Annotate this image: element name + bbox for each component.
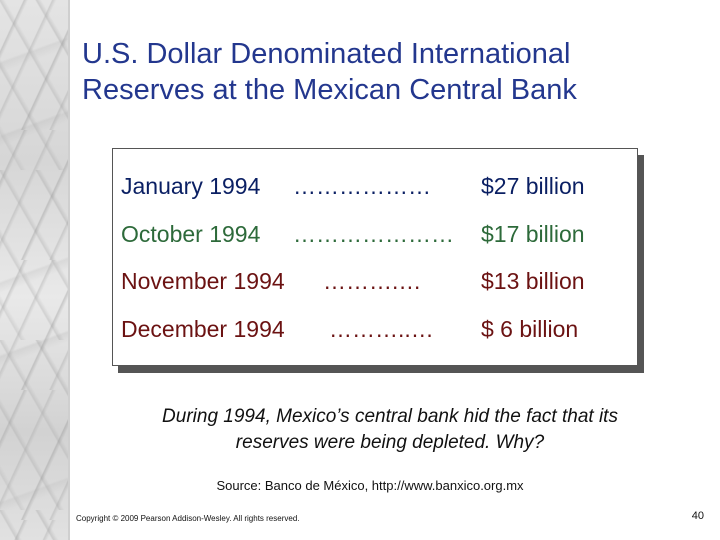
reserves-box: January 1994 ……………… $27 billion October … [112,148,638,366]
leader-dots: ………..… [329,316,434,342]
reserve-period: January 1994 [121,173,261,199]
leader-dots: ……………… [293,173,431,199]
slide-title-line-2: Reserves at the Mexican Central Bank [82,74,577,106]
side-divider [68,0,70,540]
reserve-period: November 1994 [121,268,285,294]
slide-title-line-1: U.S. Dollar Denominated International [82,38,571,70]
leader-dots: ……….… [323,268,422,294]
question-line-2: reserves were being depleted. Why? [235,432,545,453]
copyright-notice: Copyright © 2009 Pearson Addison-Wesley.… [76,514,300,523]
reserve-row-january: January 1994 ……………… $27 billion [121,172,585,200]
source-citation: Source: Banco de México, http://www.banx… [216,478,524,493]
marble-side-decoration [0,0,68,540]
reserve-amount: $27 billion [481,173,585,199]
reserve-amount: $ 6 billion [481,316,579,342]
reserve-amount: $13 billion [481,268,585,294]
question-line-1: During 1994, Mexico’s central bank hid t… [162,406,618,427]
reserve-row-november: November 1994 ……….… $13 billion [121,267,585,295]
reserve-row-october: October 1994 ………………… $17 billion [121,220,585,248]
reserve-row-december: December 1994 ………..… $ 6 billion [121,315,578,343]
discussion-question: During 1994, Mexico’s central bank hid t… [90,404,690,456]
page-number: 40 [691,510,704,522]
reserve-amount: $17 billion [481,221,585,247]
slide-title: U.S. Dollar Denominated International Re… [82,36,702,108]
reserve-period: December 1994 [121,316,285,342]
leader-dots: ………………… [293,221,454,247]
reserve-period: October 1994 [121,221,261,247]
